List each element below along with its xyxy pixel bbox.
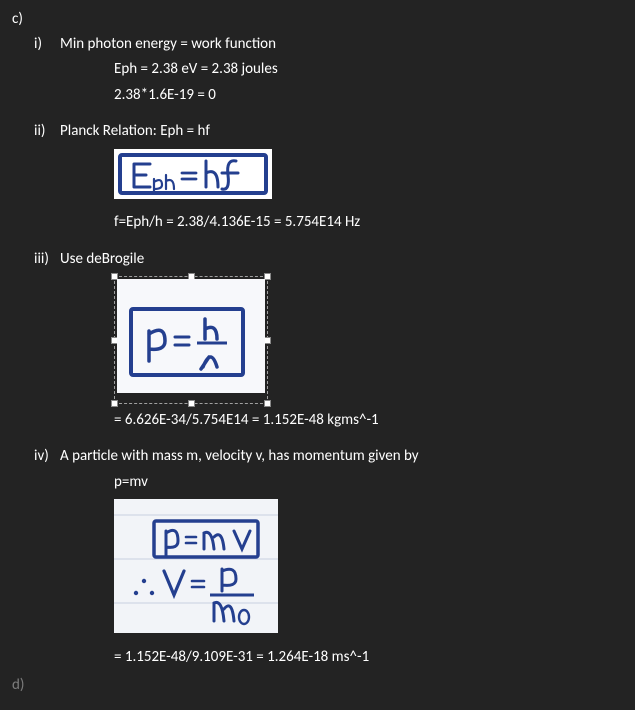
selected-image-wrapper[interactable]	[114, 276, 268, 404]
item-i-title: Min photon energy = work function	[60, 33, 623, 56]
item-iv-title: A particle with mass m, velocity v, has …	[60, 445, 623, 468]
resize-handle-bm[interactable]	[188, 400, 195, 407]
resize-handle-bl[interactable]	[111, 400, 118, 407]
item-iii-title: Use deBrogile	[60, 248, 623, 271]
formula-image-debroglie[interactable]	[117, 279, 265, 393]
item-iii-result: = 6.626E-34/5.754E14 = 1.152E-48 kgms^-1	[60, 409, 623, 432]
item-iii-num: iii)	[12, 248, 60, 432]
resize-handle-br[interactable]	[264, 400, 271, 407]
item-iv-line1: p=mv	[60, 471, 623, 494]
item-iii: iii) Use deBrogile	[12, 248, 623, 432]
item-i: i) Min photon energy = work function Eph…	[12, 33, 623, 107]
formula-image-eph-hf[interactable]	[114, 149, 272, 199]
item-ii-num: ii)	[12, 120, 60, 234]
item-iv-result: = 1.152E-48/9.109E-31 = 1.264E-18 ms^-1	[60, 646, 623, 669]
item-ii: ii) Planck Relation: Eph = hf f=Eph/h = …	[12, 120, 623, 234]
resize-handle-tr[interactable]	[264, 273, 271, 280]
item-iv: iv) A particle with mass m, velocity v, …	[12, 445, 623, 668]
item-iv-num: iv)	[12, 445, 60, 668]
item-i-num: i)	[12, 33, 60, 107]
formula-image-pmv[interactable]	[114, 499, 278, 633]
item-i-line2: 2.38*1.6E-19 = 0	[60, 84, 623, 107]
section-c-label: c)	[12, 8, 623, 31]
item-ii-title: Planck Relation: Eph = hf	[60, 120, 623, 143]
item-ii-result: f=Eph/h = 2.38/4.136E-15 = 5.754E14 Hz	[60, 211, 623, 234]
section-d-label: d)	[12, 674, 623, 697]
item-i-line1: Eph = 2.38 eV = 2.38 joules	[60, 58, 623, 81]
resize-handle-mr[interactable]	[264, 337, 271, 344]
